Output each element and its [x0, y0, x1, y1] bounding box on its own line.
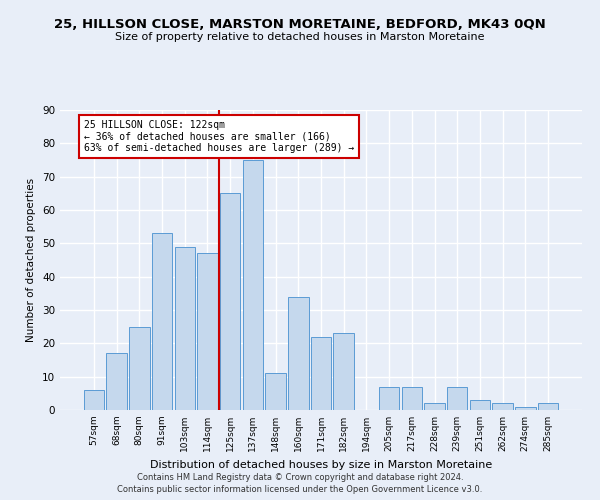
X-axis label: Distribution of detached houses by size in Marston Moretaine: Distribution of detached houses by size … [150, 460, 492, 469]
Bar [242, 160, 263, 410]
Bar [447, 386, 467, 410]
Y-axis label: Number of detached properties: Number of detached properties [26, 178, 37, 342]
Bar [515, 406, 536, 410]
Text: Contains public sector information licensed under the Open Government Licence v3: Contains public sector information licen… [118, 485, 482, 494]
Text: 25, HILLSON CLOSE, MARSTON MORETAINE, BEDFORD, MK43 0QN: 25, HILLSON CLOSE, MARSTON MORETAINE, BE… [54, 18, 546, 30]
Bar [175, 246, 195, 410]
Bar [379, 386, 400, 410]
Text: Size of property relative to detached houses in Marston Moretaine: Size of property relative to detached ho… [115, 32, 485, 42]
Bar [84, 390, 104, 410]
Bar [334, 334, 354, 410]
Bar [470, 400, 490, 410]
Bar [288, 296, 308, 410]
Bar [220, 194, 241, 410]
Bar [311, 336, 331, 410]
Bar [129, 326, 149, 410]
Bar [106, 354, 127, 410]
Bar [265, 374, 286, 410]
Text: 25 HILLSON CLOSE: 122sqm
← 36% of detached houses are smaller (166)
63% of semi-: 25 HILLSON CLOSE: 122sqm ← 36% of detach… [84, 120, 354, 153]
Bar [197, 254, 218, 410]
Bar [538, 404, 558, 410]
Bar [152, 234, 172, 410]
Bar [401, 386, 422, 410]
Bar [493, 404, 513, 410]
Bar [424, 404, 445, 410]
Text: Contains HM Land Registry data © Crown copyright and database right 2024.: Contains HM Land Registry data © Crown c… [137, 472, 463, 482]
